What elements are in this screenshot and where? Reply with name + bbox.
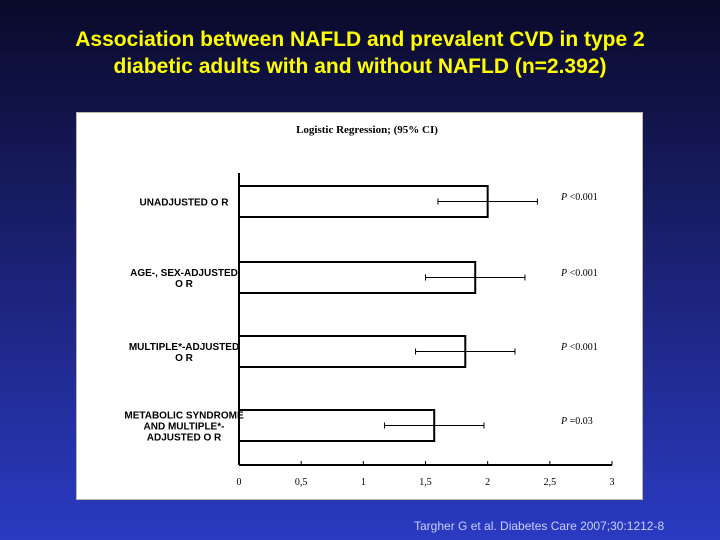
x-tick-label: 2,5 <box>544 477 557 488</box>
x-tick-label: 0 <box>237 477 242 488</box>
category-label: METABOLIC SYNDROME <box>124 411 244 422</box>
x-tick-label: 2 <box>485 477 490 488</box>
slide-title-line-1: Association between NAFLD and prevalent … <box>75 28 645 51</box>
p-value-label: P <0.001 <box>560 342 598 353</box>
p-value-label: P <0.001 <box>560 192 598 203</box>
chart-panel: Logistic Regression; (95% CI) 0 0,5 1 1,5 2 2,… <box>76 112 643 500</box>
x-tick-label: 3 <box>610 477 615 488</box>
category-label: AND MULTIPLE*- <box>144 422 225 433</box>
x-tick-label: 1,5 <box>419 477 432 488</box>
forest-bar-chart: Logistic Regression; (95% CI) 0 0,5 1 1,5 2 2,… <box>124 124 615 488</box>
slide-title: Association between NAFLD and prevalent … <box>0 26 720 80</box>
citation: Targher G et al. Diabetes Care 2007;30:1… <box>414 519 665 533</box>
p-value-label: P <0.001 <box>560 268 598 279</box>
category-label: O R <box>175 279 194 290</box>
category-label: UNADJUSTED O R <box>140 198 230 209</box>
category-label: O R <box>175 353 194 364</box>
x-tick-label: 1 <box>361 477 366 488</box>
category-label: AGE-, SEX-ADJUSTED <box>130 268 238 279</box>
p-value-label: P =0.03 <box>560 416 593 427</box>
category-label: ADJUSTED O R <box>147 433 222 444</box>
chart-title: Logistic Regression; (95% CI) <box>296 124 438 136</box>
category-label: MULTIPLE*-ADJUSTED <box>129 342 239 353</box>
slide-title-line-2: diabetic adults with and without NAFLD (… <box>113 55 607 78</box>
x-tick-label: 0,5 <box>295 477 308 488</box>
